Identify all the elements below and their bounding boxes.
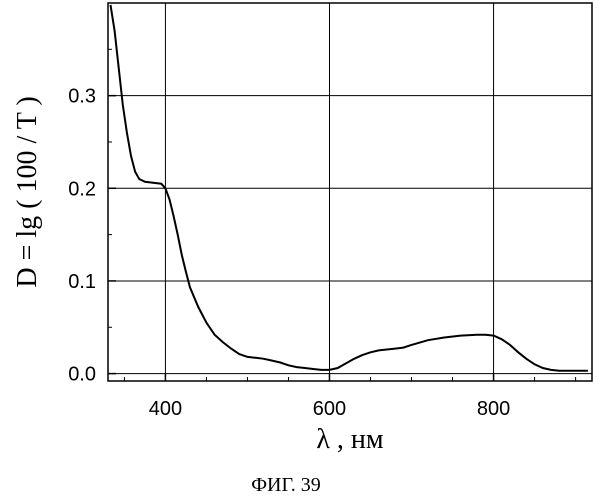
x-tick-label: 600 [313,398,346,420]
plot-frame [107,2,593,382]
x-tick-label: 800 [477,398,510,420]
y-tick-label: 0.0 [68,364,96,386]
series-line [109,4,588,372]
y-tick-label: 0.1 [68,271,96,293]
grid [108,3,592,381]
ticks: 400 600 800 0.0 0.1 0.2 0.3 [68,48,577,420]
y-tick-label: 0.2 [68,178,96,200]
y-axis-label: D = lg ( 100 / T ) [12,96,43,287]
x-axis-label: λ , нм [316,424,384,455]
x-tick-label: 400 [149,398,182,420]
figure-caption: ФИГ. 39 [251,474,321,496]
y-tick-label: 0.3 [68,86,96,108]
